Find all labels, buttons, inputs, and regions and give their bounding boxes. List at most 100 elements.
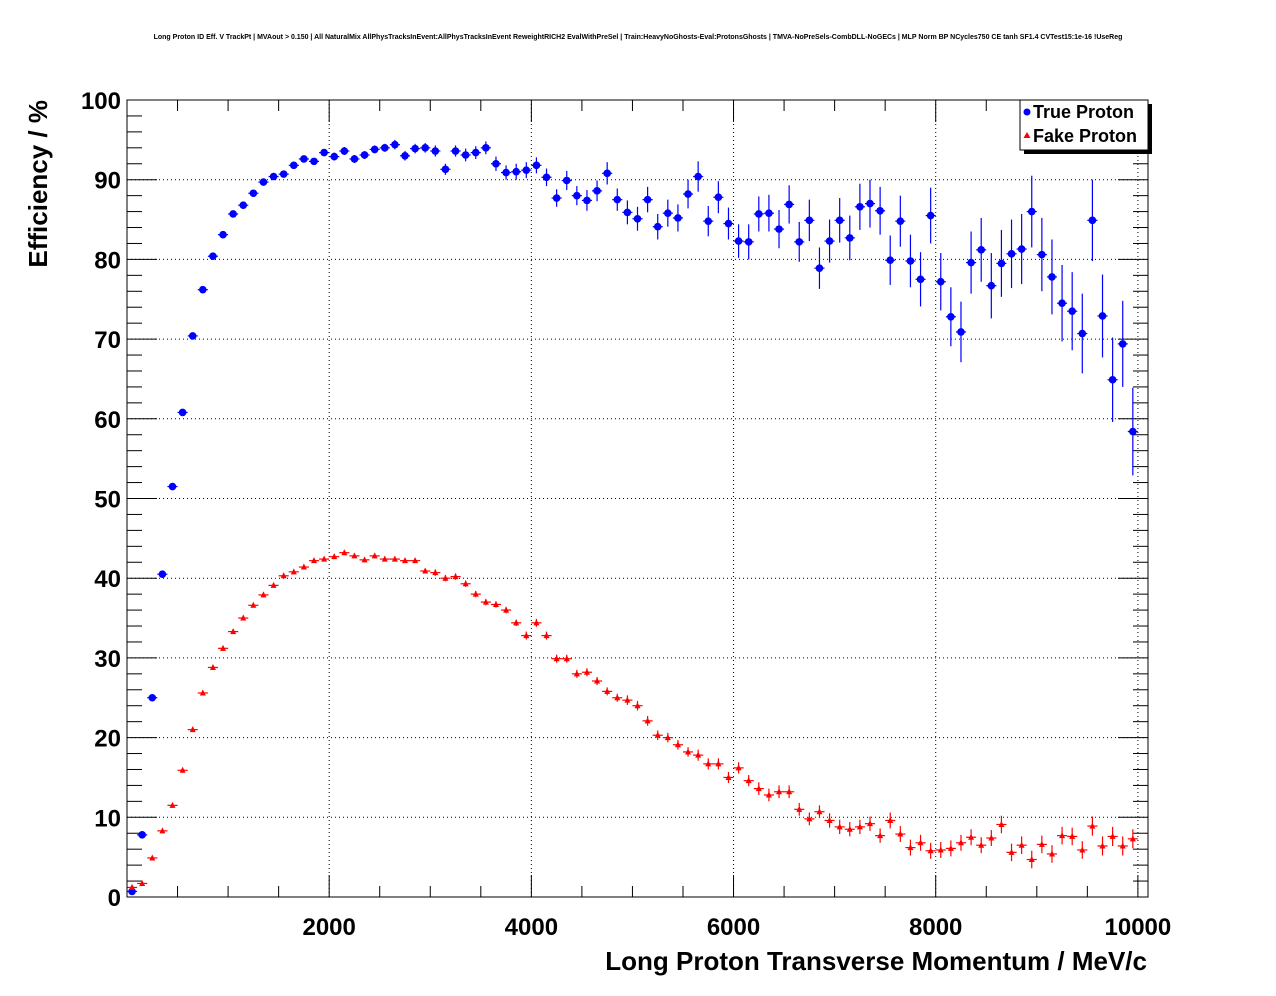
y-tick-label: 40 (94, 566, 121, 593)
legend-marker-fake-proton (1023, 132, 1031, 138)
data-point (168, 482, 177, 491)
x-tick-label: 6000 (707, 914, 760, 941)
data-point (360, 151, 369, 159)
data-point (1059, 832, 1066, 839)
data-point (795, 238, 804, 246)
data-point (461, 151, 470, 159)
data-point (765, 791, 772, 798)
data-point (503, 606, 510, 613)
data-point (351, 552, 358, 559)
data-point (249, 189, 258, 198)
legend-marker-true-proton (1023, 108, 1031, 116)
data-point (896, 217, 905, 225)
data-point (432, 569, 439, 576)
data-point (209, 663, 216, 670)
data-point (866, 199, 874, 208)
data-point (1007, 250, 1016, 258)
data-point (725, 773, 732, 780)
data-point (573, 670, 580, 677)
data-point (401, 557, 408, 564)
data-point (1108, 375, 1117, 384)
data-point (513, 619, 520, 626)
data-point (229, 210, 237, 218)
data-point (1109, 832, 1116, 839)
data-point (553, 655, 560, 662)
data-point (947, 312, 955, 321)
data-point (290, 568, 297, 575)
data-point (664, 209, 672, 217)
data-point (532, 161, 541, 170)
y-tick-label: 70 (94, 327, 121, 354)
data-point (998, 820, 1005, 827)
data-point (178, 408, 187, 417)
data-point (562, 176, 571, 185)
data-point (1027, 207, 1036, 216)
data-point (937, 846, 944, 853)
data-point (997, 259, 1006, 268)
data-point (311, 557, 318, 564)
data-point (279, 170, 288, 178)
data-point (289, 161, 298, 170)
data-point (431, 147, 440, 155)
data-point (1119, 842, 1126, 849)
data-point (907, 844, 914, 851)
data-point (441, 165, 450, 174)
data-point (391, 555, 398, 562)
data-point (785, 200, 793, 209)
y-tick-labels: 0 10 20 30 40 50 60 70 80 90 100 (81, 88, 121, 912)
data-point (643, 195, 652, 204)
data-point (1118, 340, 1127, 348)
data-point (341, 549, 348, 556)
data-point (230, 628, 237, 635)
data-point (1069, 832, 1076, 839)
data-point (968, 833, 975, 840)
data-point (462, 580, 469, 587)
data-point (1048, 850, 1055, 857)
data-point (452, 573, 459, 580)
data-point (916, 275, 925, 284)
data-point (604, 687, 611, 694)
data-point (451, 147, 460, 155)
data-point (158, 570, 167, 579)
data-point (967, 258, 975, 267)
data-point (867, 820, 874, 827)
data-point (522, 166, 531, 174)
data-point (1048, 273, 1056, 281)
x-tick-label: 4000 (505, 914, 558, 941)
data-point (653, 222, 662, 231)
data-point (755, 210, 763, 218)
data-point (250, 601, 257, 608)
data-point (300, 155, 308, 163)
data-point (613, 195, 622, 204)
data-point (1018, 841, 1025, 848)
data-point (684, 190, 692, 198)
x-axis-label: Long Proton Transverse Momentum / MeV/c (605, 946, 1147, 976)
data-point (624, 696, 631, 703)
data-point (695, 751, 702, 758)
legend-label-true-proton: True Proton (1033, 102, 1134, 122)
data-point (685, 748, 692, 755)
data-point (1089, 822, 1096, 829)
series-true-proton (127, 139, 1138, 896)
data-point (644, 717, 651, 724)
series-fake-proton (127, 549, 1138, 890)
data-point (796, 805, 803, 812)
data-point (1038, 250, 1046, 259)
data-point (786, 788, 793, 795)
data-point (1058, 299, 1066, 308)
data-point (573, 191, 581, 200)
data-point (826, 816, 833, 823)
data-point (259, 178, 268, 186)
data-point (825, 237, 834, 245)
data-point (482, 598, 489, 605)
legend: True Proton Fake Proton (1019, 99, 1152, 154)
data-point (886, 256, 895, 264)
data-point (391, 140, 399, 149)
data-point (260, 591, 267, 598)
data-point (815, 264, 824, 272)
data-point (421, 144, 430, 152)
data-point (936, 277, 945, 286)
data-point (563, 655, 570, 662)
chart-title: Long Proton ID Eff. V TrackPt | MVAout >… (153, 34, 1123, 41)
y-tick-label: 90 (94, 168, 121, 195)
